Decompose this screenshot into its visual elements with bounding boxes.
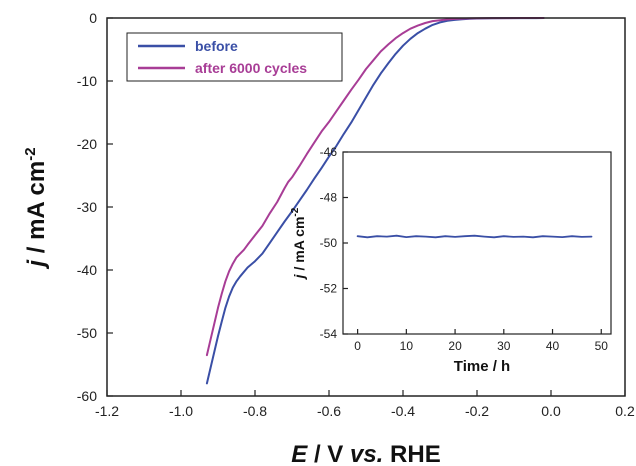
inset-x-tick-label: 0 bbox=[354, 339, 361, 353]
inset-y-title-unit: / mA cm bbox=[291, 217, 307, 275]
inset-x-tick-label: 50 bbox=[595, 339, 609, 353]
main-y-axis-title: j / mA cm-2 bbox=[22, 147, 50, 269]
inset-series-group bbox=[356, 234, 593, 239]
inset-y-tick-label: -54 bbox=[320, 327, 338, 341]
inset-x-tick-label: 30 bbox=[497, 339, 511, 353]
inset-x-axis-title: Time / h bbox=[454, 358, 510, 375]
inset-series-line-0 bbox=[356, 234, 593, 239]
inset-y-tick-label: -52 bbox=[320, 282, 338, 296]
main-x-tick-label: -0.2 bbox=[465, 403, 489, 419]
legend: before after 6000 cycles bbox=[126, 32, 343, 82]
main-series-line-1 bbox=[205, 17, 545, 357]
main-plot: -1.2 -1.0 -0.8 -0.6 -0.4 -0.2 0.0 0.2 0-10-20-3… bbox=[22, 10, 635, 466]
main-x-title-vs: vs. bbox=[350, 441, 383, 466]
main-y-tick-label: -10 bbox=[77, 73, 97, 89]
main-series-group bbox=[205, 17, 545, 385]
inset-y-tick-label: -50 bbox=[320, 236, 338, 250]
main-y-ticks: 0 -10 -20 -30 -40 -50 -60 bbox=[77, 10, 113, 404]
main-y-title-exponent: -2 bbox=[22, 147, 39, 160]
main-y-tick-label: 0 bbox=[89, 10, 97, 26]
inset-x-tick-label: 20 bbox=[448, 339, 462, 353]
main-x-tick-label: -0.6 bbox=[317, 403, 341, 419]
inset-y-ticks: -46 -48 -50 -52 -54 bbox=[320, 145, 348, 341]
main-x-tick-label: -0.4 bbox=[391, 403, 415, 419]
inset-x-ticks: 0 10 20 30 40 50 bbox=[354, 329, 608, 353]
legend-label-after: after 6000 cycles bbox=[195, 60, 307, 76]
inset-y-title-symbol: j bbox=[291, 273, 307, 280]
main-y-tick-label: -20 bbox=[77, 136, 97, 152]
main-x-tick-label: -1.0 bbox=[169, 403, 193, 419]
legend-label-before: before bbox=[195, 38, 238, 54]
inset-y-tick-label: -46 bbox=[320, 145, 338, 159]
inset-background bbox=[343, 152, 611, 334]
inset-x-tick-label: 10 bbox=[400, 339, 414, 353]
main-x-tick-label: -1.2 bbox=[95, 403, 119, 419]
main-y-tick-label: -40 bbox=[77, 262, 97, 278]
main-x-title-ref: RHE bbox=[383, 441, 440, 466]
inset-plot: 0 10 20 30 40 50 -46 -48 -50 -52 -54 Time / h j /… bbox=[290, 145, 612, 375]
inset-y-tick-label: -48 bbox=[320, 191, 338, 205]
inset-y-title-exponent: -2 bbox=[290, 207, 301, 216]
main-y-tick-label: -30 bbox=[77, 199, 97, 215]
main-y-tick-label: -60 bbox=[77, 388, 97, 404]
main-y-title-symbol: j bbox=[23, 259, 50, 270]
main-x-ticks: -1.2 -1.0 -0.8 -0.6 -0.4 -0.2 0.0 0.2 bbox=[95, 390, 635, 419]
main-x-axis-title: E / V vs. RHE bbox=[291, 441, 440, 466]
main-x-tick-label: 0.2 bbox=[615, 403, 635, 419]
main-y-tick-label: -50 bbox=[77, 325, 97, 341]
main-x-title-symbol: E bbox=[291, 441, 308, 466]
legend-box bbox=[126, 32, 343, 82]
main-y-title-unit: / mA cm bbox=[23, 161, 50, 260]
inset-x-tick-label: 40 bbox=[546, 339, 560, 353]
main-x-tick-label: 0.0 bbox=[541, 403, 561, 419]
main-x-title-unit: / V bbox=[307, 441, 350, 466]
main-x-tick-label: -0.8 bbox=[243, 403, 267, 419]
inset-y-axis-title: j / mA cm-2 bbox=[290, 207, 307, 280]
